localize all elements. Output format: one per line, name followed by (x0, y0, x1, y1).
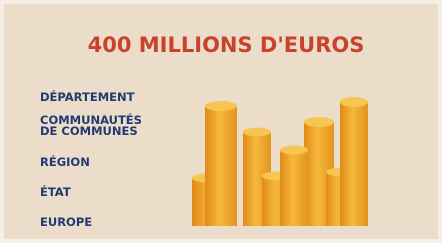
label: EUROPE (40, 215, 92, 229)
label: ÉTAT (40, 184, 71, 199)
label: DE COMMUNES (40, 124, 138, 138)
label: DÉPARTEMENT (40, 89, 135, 104)
label: RÉGION (40, 154, 90, 169)
title: 400 MILLIONS D'EUROS (88, 33, 365, 57)
infographic: 400 MILLIONS D'EUROS DÉPARTEMENT COMMUNA… (0, 0, 442, 243)
